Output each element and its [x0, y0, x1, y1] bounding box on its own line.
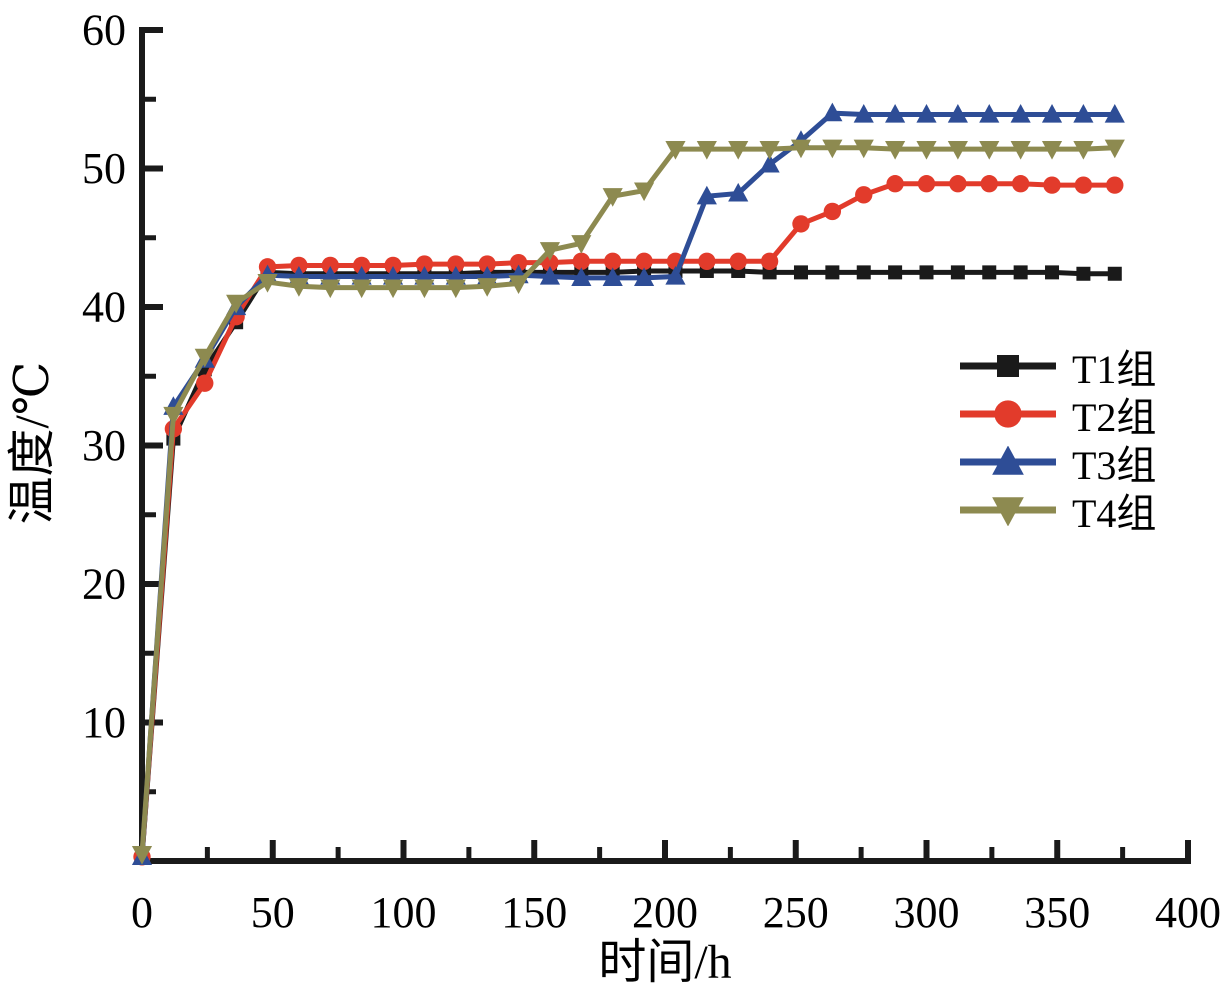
y-tick-label: 10 [82, 698, 126, 747]
legend-row-T1组: T1组 [958, 342, 1156, 392]
x-tick-label: 250 [763, 888, 829, 937]
circle-legend-marker-icon [960, 400, 1056, 428]
x-tick-label: 350 [1024, 888, 1090, 937]
square-legend-marker-icon [960, 355, 1056, 377]
y-tick-label: 30 [82, 421, 126, 470]
y-tick-label: 50 [82, 144, 126, 193]
x-tick-label: 50 [251, 888, 295, 937]
legend-label: T2组 [1072, 395, 1157, 440]
legend-row-T4组: T4组 [958, 486, 1156, 536]
x-tick-label: 300 [894, 888, 960, 937]
x-axis-title: 时间/h [598, 936, 732, 989]
y-tick-label: 40 [82, 283, 126, 332]
legend-label: T1组 [1072, 347, 1157, 392]
y-axis-title: 温度/℃ [6, 361, 59, 525]
y-tick-label: 60 [82, 6, 126, 55]
legend-row-T2组: T2组 [958, 390, 1156, 440]
x-tick-label: 0 [131, 888, 153, 937]
legend-label: T4组 [1072, 491, 1157, 536]
x-tick-label: 400 [1155, 888, 1221, 937]
triangle-up-legend-marker-icon [960, 446, 1056, 475]
legend-label: T3组 [1072, 443, 1157, 488]
x-tick-label: 200 [632, 888, 698, 937]
legend: T1组 T2组 T3组 T4组 [958, 342, 1156, 536]
series-T2组 [133, 175, 1124, 866]
legend-row-T3组: T3组 [958, 438, 1156, 488]
y-tick-label: 20 [82, 560, 126, 609]
series-T4组 [131, 139, 1125, 865]
x-tick-label: 100 [371, 888, 437, 937]
triangle-down-legend-marker-icon [960, 497, 1056, 526]
x-tick-label: 150 [501, 888, 567, 937]
